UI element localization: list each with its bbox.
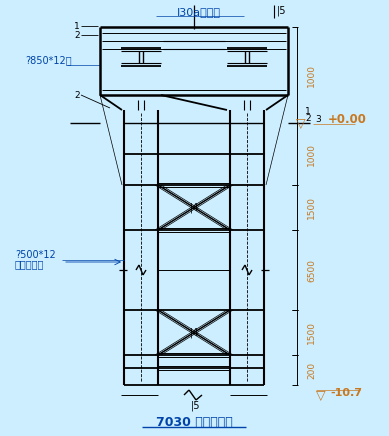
Text: 6500: 6500 [307, 259, 316, 282]
Text: ?500*12: ?500*12 [15, 250, 56, 260]
Text: 3: 3 [315, 115, 321, 123]
Text: 1500: 1500 [307, 196, 316, 219]
Text: ▽: ▽ [316, 389, 326, 402]
Text: |5: |5 [277, 6, 287, 16]
Text: 200: 200 [307, 361, 316, 378]
Text: -10.7: -10.7 [330, 388, 362, 398]
Text: |4: |4 [189, 202, 199, 213]
Text: 1: 1 [74, 21, 80, 31]
Text: 2: 2 [74, 91, 80, 99]
Text: 7030 塔直埋塔基: 7030 塔直埋塔基 [156, 416, 232, 429]
Text: 2: 2 [74, 31, 80, 40]
Text: 2: 2 [305, 113, 311, 123]
Text: ▽: ▽ [296, 116, 306, 129]
Text: I30a工字钢: I30a工字钢 [177, 7, 221, 17]
Text: ?850*12管: ?850*12管 [25, 55, 72, 65]
Text: 1: 1 [305, 106, 311, 116]
Text: 1500: 1500 [307, 321, 316, 344]
Text: |5: |5 [191, 401, 201, 411]
Text: 1000: 1000 [307, 64, 316, 86]
Text: 1000: 1000 [307, 143, 316, 166]
Text: +0.00: +0.00 [328, 112, 367, 126]
Text: 热轧无缝管: 热轧无缝管 [15, 259, 44, 269]
Text: |4: |4 [189, 327, 199, 338]
